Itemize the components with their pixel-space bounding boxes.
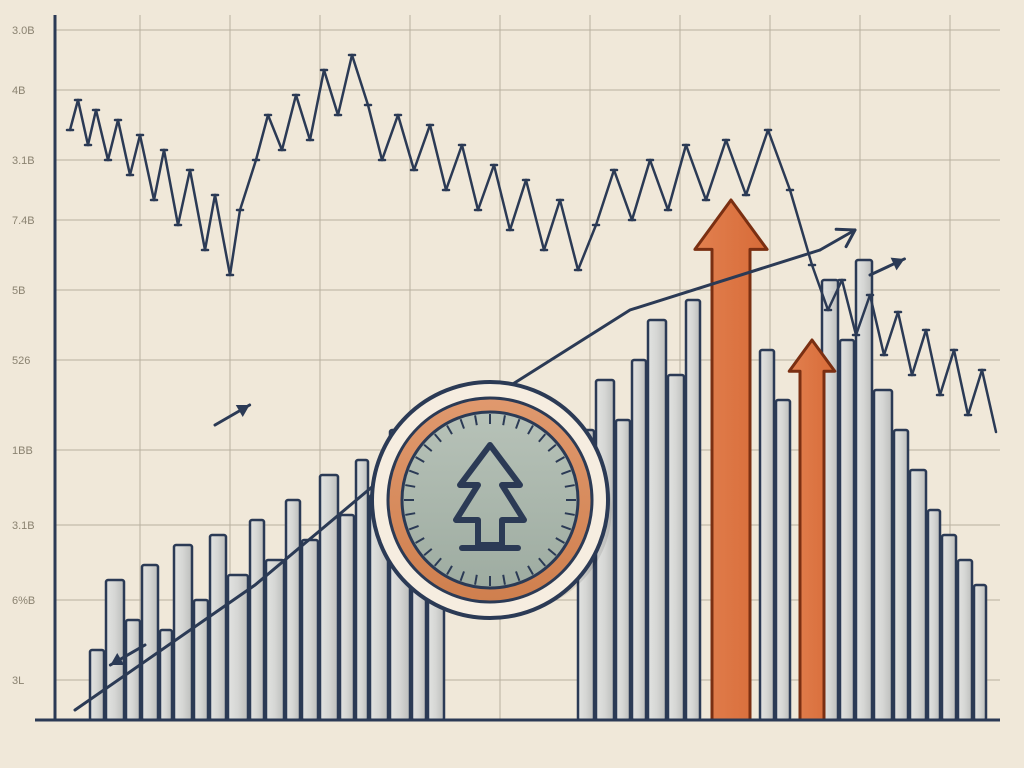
bar <box>286 500 300 720</box>
bar <box>874 390 892 720</box>
bar <box>340 515 354 720</box>
bar <box>894 430 908 720</box>
bar <box>320 475 338 720</box>
y-label: 1BB <box>12 445 33 457</box>
bar <box>632 360 646 720</box>
bar <box>928 510 940 720</box>
y-label: 6%B <box>12 595 35 607</box>
bar <box>686 300 700 720</box>
bar <box>174 545 192 720</box>
bar <box>266 560 284 720</box>
y-label: 526 <box>12 355 30 367</box>
y-label: 4B <box>12 85 25 97</box>
bar <box>974 585 986 720</box>
stock-chart-infographic: 3.0B 4B 3.1B 7.4B 5B 526 1BB 3.1B 6%B 3L <box>0 0 1024 768</box>
bar <box>760 350 774 720</box>
y-label: 3L <box>12 675 24 687</box>
bar <box>302 540 318 720</box>
y-label: 3.0B <box>12 25 35 37</box>
bar <box>90 650 104 720</box>
bar <box>250 520 264 720</box>
bar <box>776 400 790 720</box>
bar <box>616 420 630 720</box>
bar <box>840 340 854 720</box>
bar <box>648 320 666 720</box>
bar <box>210 535 226 720</box>
bar <box>106 580 124 720</box>
bar <box>668 375 684 720</box>
y-label: 5B <box>12 285 25 297</box>
bar <box>958 560 972 720</box>
coin-medallion <box>372 382 612 618</box>
bar <box>910 470 926 720</box>
y-label: 7.4B <box>12 215 35 227</box>
bar <box>942 535 956 720</box>
bar <box>142 565 158 720</box>
y-label: 3.1B <box>12 155 35 167</box>
y-label: 3.1B <box>12 520 35 532</box>
